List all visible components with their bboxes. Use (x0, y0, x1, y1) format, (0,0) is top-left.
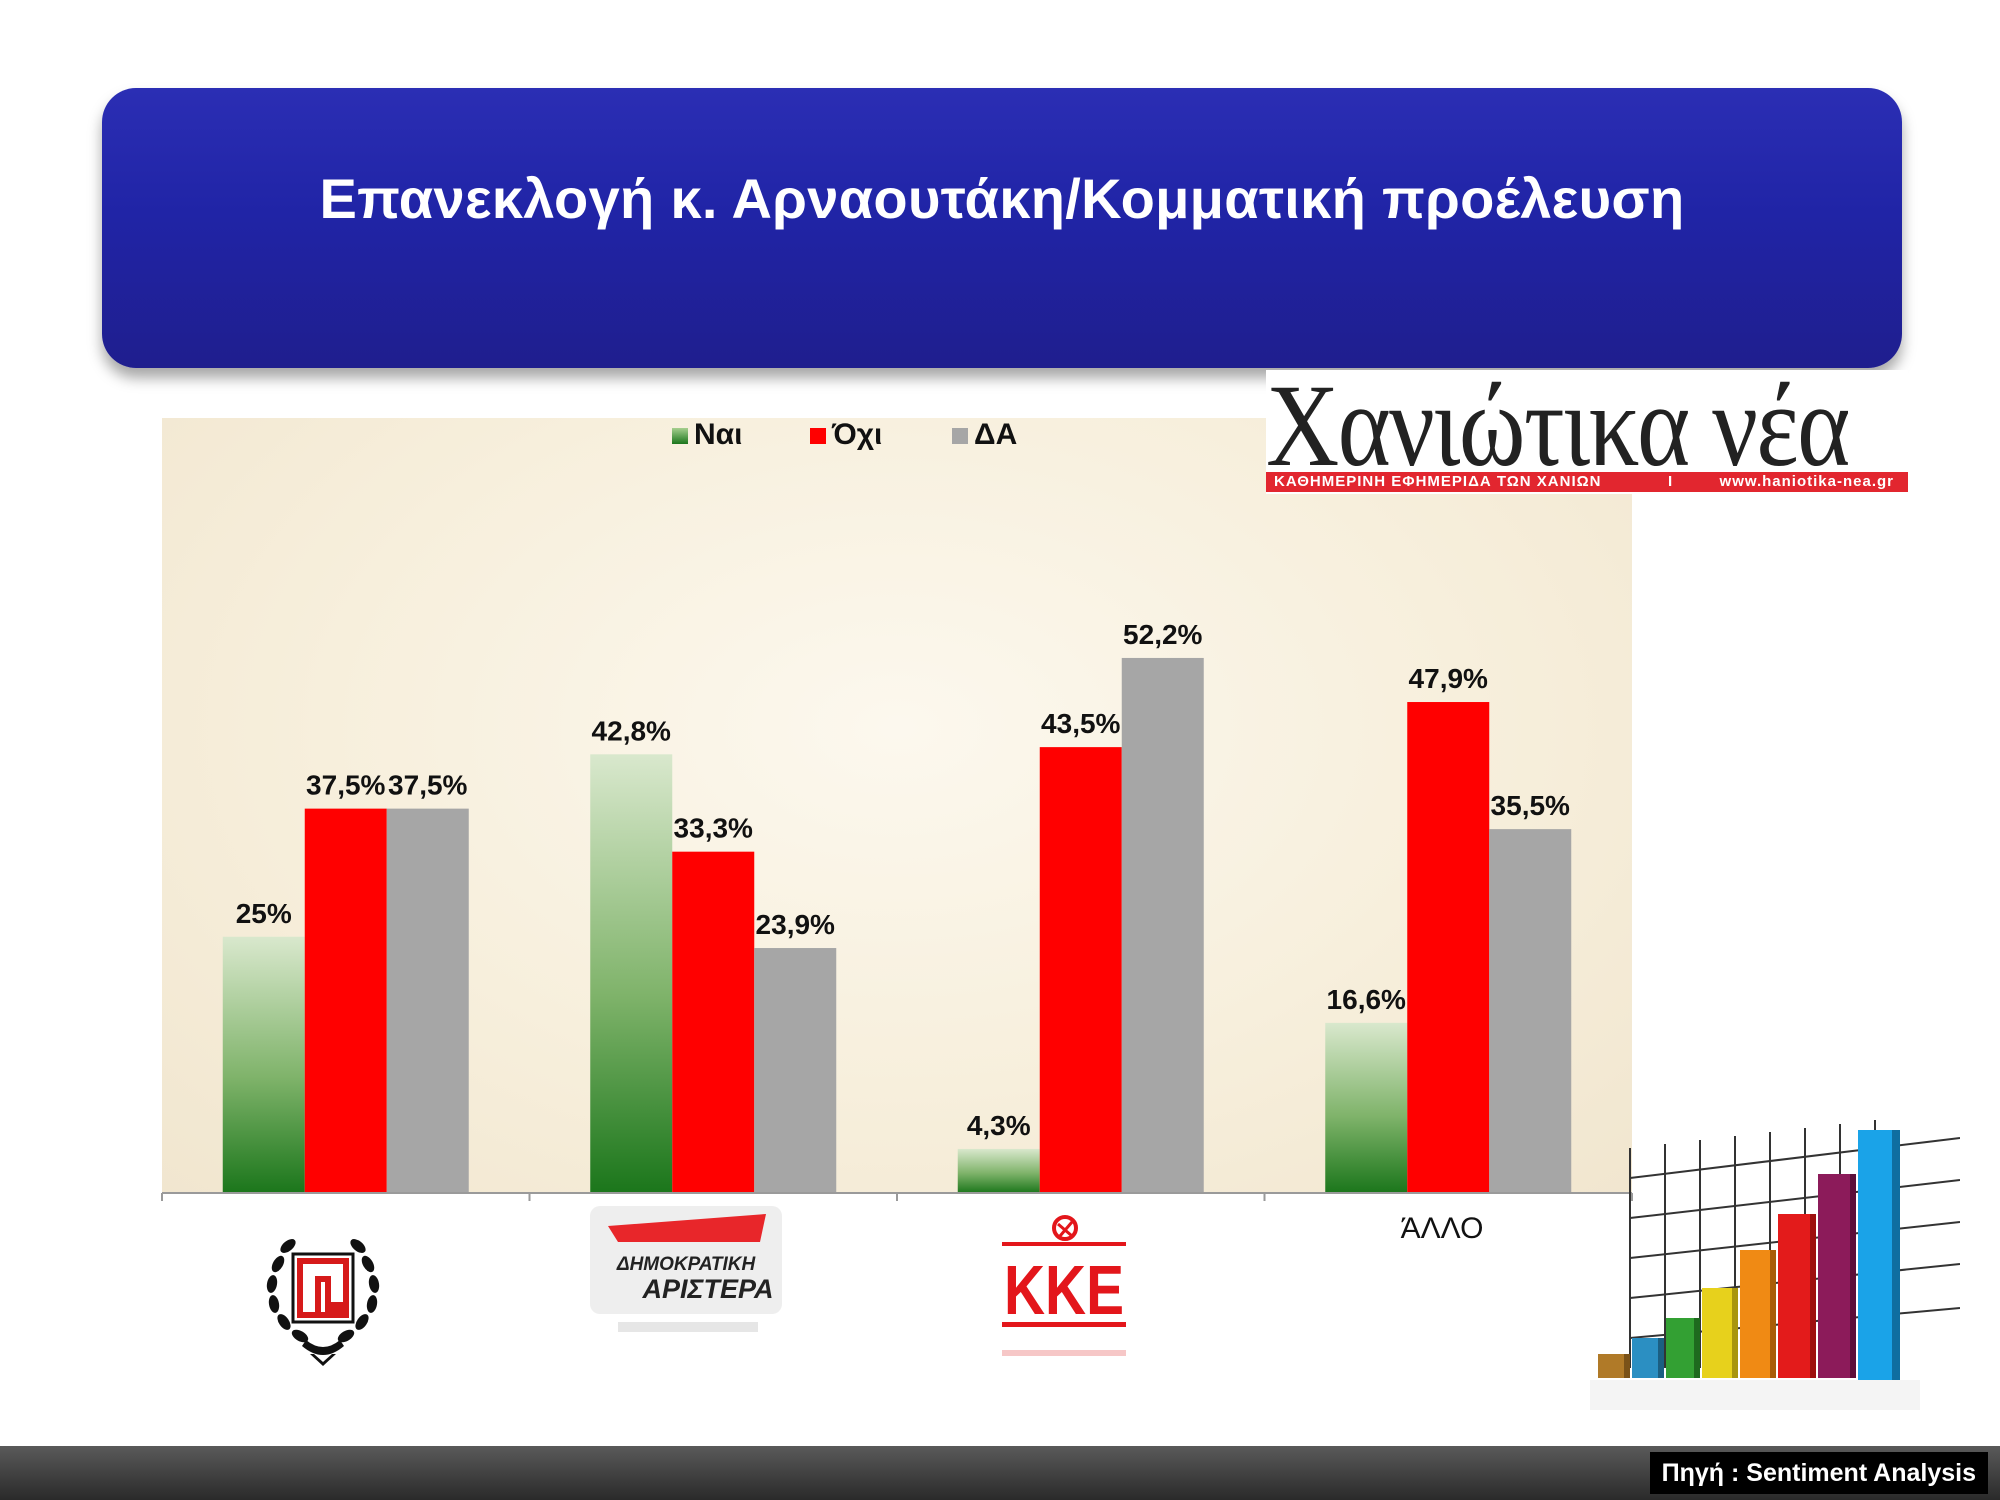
legend-label-oxi: Όχι (831, 418, 882, 451)
kke-icon: ΚΚΕ (1002, 1215, 1126, 1356)
bar-oxi-3 (1039, 747, 1122, 1193)
page-title: Επανεκλογή κ. Αρναουτάκη/Κομματική προέλ… (319, 167, 1685, 230)
data-label-nai-4: 16,6% (1327, 984, 1406, 1015)
bar-nai-4 (1325, 1022, 1408, 1193)
newspaper-tagline: ΚΑΘΗΜΕΡΙΝΗ ΕΦΗΜΕΡΙΔΑ ΤΩΝ ΧΑΝΙΩΝ (1274, 473, 1602, 490)
data-label-nai-1: 25% (236, 898, 292, 929)
legend-swatch-oxi (810, 428, 826, 444)
bar-nai-3 (957, 1148, 1040, 1193)
bar-nai-2 (590, 754, 673, 1193)
data-label-nai-2: 42,8% (592, 715, 671, 746)
bar-nai-1 (222, 936, 305, 1193)
bar-oxi-2 (672, 851, 755, 1193)
newspaper-separator: I (1668, 473, 1674, 490)
legend-swatch-nai (672, 428, 688, 444)
newspaper-url: www.haniotika-nea.gr (1719, 473, 1894, 490)
legend-label-nai: Ναι (694, 418, 742, 451)
dimar-icon: ΔΗΜΟΚΡΑΤΙΚΗ ΑΡΙΣΤΕΡΑ (590, 1206, 782, 1332)
legend-label-da: ΔΑ (974, 418, 1017, 451)
newspaper-logo: Χανιώτικα νέα ΚΑΘΗΜΕΡΙΝΗ ΕΦΗΜΕΡΙΔΑ ΤΩΝ Χ… (1266, 360, 1908, 494)
bar-oxi-1 (304, 808, 387, 1193)
legend-swatch-da (952, 428, 968, 444)
data-label-nai-3: 4,3% (967, 1110, 1031, 1141)
bar-da-1 (386, 808, 469, 1193)
bar-oxi-4 (1407, 702, 1490, 1193)
dimar-line2: ΑΡΙΣΤΕΡΑ (642, 1274, 774, 1304)
category-label-allo: ΆΛΛΟ (1400, 1212, 1484, 1245)
footer-bar: Πηγή : Sentiment Analysis (0, 1446, 2000, 1500)
title-banner: Επανεκλογή κ. Αρναουτάκη/Κομματική προέλ… (102, 88, 1902, 368)
newspaper-strip: ΚΑΘΗΜΕΡΙΝΗ ΕΦΗΜΕΡΙΔΑ ΤΩΝ ΧΑΝΙΩΝ I www.ha… (1266, 472, 1908, 492)
kke-text: ΚΚΕ (1004, 1251, 1124, 1329)
data-label-da-2: 23,9% (756, 909, 835, 940)
data-label-oxi-2: 33,3% (674, 813, 753, 844)
bar-da-3 (1121, 657, 1204, 1193)
golden-dawn-icon (266, 1239, 380, 1366)
newspaper-name: Χανιώτικα νέα (1266, 360, 1850, 491)
data-label-da-3: 52,2% (1123, 619, 1202, 650)
data-label-oxi-3: 43,5% (1041, 708, 1120, 739)
data-label-da-1: 37,5% (388, 770, 467, 801)
source-label: Πηγή : Sentiment Analysis (1649, 1452, 1988, 1494)
bar-da-4 (1489, 829, 1572, 1193)
bar-da-2 (754, 948, 837, 1193)
data-label-oxi-1: 37,5% (306, 770, 385, 801)
dimar-line1: ΔΗΜΟΚΡΑΤΙΚΗ (616, 1254, 757, 1275)
data-label-da-4: 35,5% (1491, 790, 1570, 821)
data-label-oxi-4: 47,9% (1409, 663, 1488, 694)
bar-chart-illustration-icon (1590, 1120, 1960, 1410)
